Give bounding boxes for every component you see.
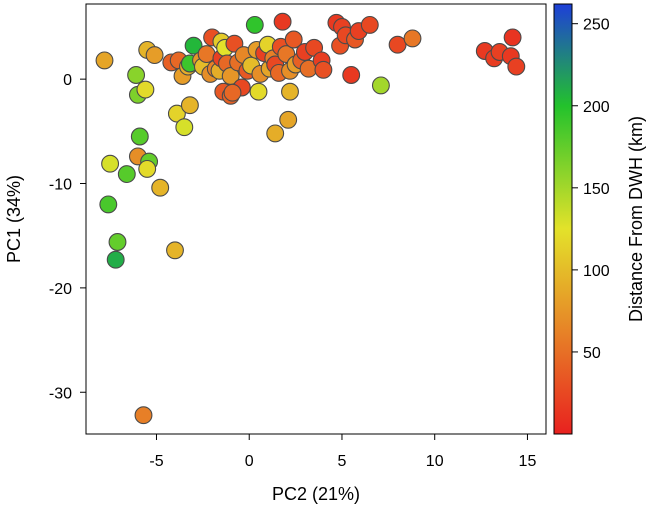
y-axis: 0 -10 -20 -30 [49, 72, 86, 402]
data-point-68 [503, 28, 522, 47]
data-point-60 [360, 15, 379, 34]
x-tick-label: 0 [245, 453, 254, 470]
data-point-3 [127, 66, 146, 84]
data-point-71 [249, 82, 268, 101]
data-point-72 [281, 82, 299, 101]
data-point-78 [130, 127, 149, 146]
x-axis-title: PC2 (21%) [272, 484, 360, 504]
data-point-63 [403, 29, 422, 48]
data-point-83 [117, 165, 136, 184]
y-tick-label: -30 [49, 385, 72, 402]
y-tick-label: -10 [49, 177, 72, 194]
x-tick-label: 10 [426, 453, 444, 470]
colorbar-tick-label: 50 [583, 345, 601, 362]
data-point-45 [284, 30, 303, 49]
data-point-14 [197, 45, 216, 64]
data-point-32 [245, 15, 264, 34]
data-point-84 [151, 178, 170, 197]
data-point-42 [273, 12, 292, 31]
points-layer [95, 12, 526, 425]
data-point-77 [180, 96, 199, 115]
data-point-70 [223, 83, 242, 102]
data-point-57 [342, 66, 361, 84]
data-point-69 [507, 57, 526, 76]
y-axis-title: PC1 (34%) [4, 175, 24, 263]
x-tick-label: 5 [338, 453, 347, 470]
colorbar [553, 3, 573, 435]
data-point-87 [106, 250, 125, 269]
data-point-2 [145, 46, 164, 65]
x-tick-label: -5 [149, 453, 163, 470]
data-point-62 [388, 35, 407, 54]
data-point-82 [138, 159, 157, 178]
colorbar-tick-label: 150 [583, 181, 610, 198]
x-tick-label: 15 [519, 453, 537, 470]
data-point-75 [167, 104, 186, 123]
colorbar-tick-label: 100 [583, 263, 610, 280]
data-point-0 [95, 51, 114, 70]
data-point-5 [136, 80, 155, 99]
colorbar-tick-label: 200 [583, 99, 610, 116]
data-point-52 [314, 60, 333, 79]
data-point-86 [108, 233, 127, 251]
data-point-85 [99, 195, 118, 214]
data-point-61 [371, 76, 390, 95]
colorbar-axis: 50 100 150 200 250 [572, 17, 610, 362]
y-tick-label: -20 [49, 281, 72, 298]
data-point-74 [279, 110, 298, 129]
data-point-81 [101, 154, 120, 173]
colorbar-title: Distance From DWH (km) [626, 116, 646, 322]
data-point-73 [266, 124, 285, 143]
plot-frame [85, 3, 547, 435]
data-point-88 [166, 241, 184, 260]
y-tick-label: 0 [63, 72, 72, 89]
data-point-89 [134, 406, 153, 425]
data-point-76 [175, 118, 194, 137]
colorbar-tick-label: 250 [583, 17, 610, 34]
data-point-11 [184, 36, 203, 55]
x-axis: -5 0 5 10 15 [149, 434, 536, 470]
